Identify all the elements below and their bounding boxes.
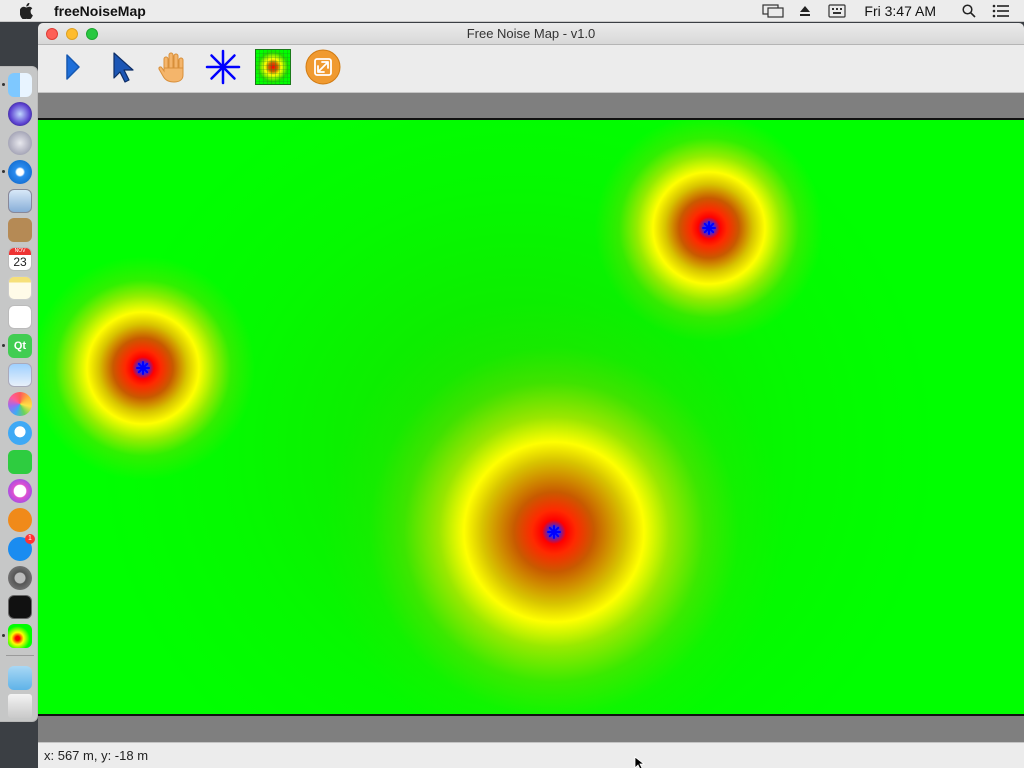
window-title: Free Noise Map - v1.0 bbox=[466, 26, 596, 41]
noise-grid-button[interactable] bbox=[254, 48, 292, 90]
dock-running-indicator bbox=[2, 170, 5, 173]
eject-icon[interactable] bbox=[792, 0, 818, 22]
run-button[interactable] bbox=[54, 50, 92, 88]
pan-tool-button[interactable] bbox=[154, 50, 192, 88]
messages-icon[interactable] bbox=[8, 421, 32, 445]
add-noise-source-button[interactable] bbox=[204, 49, 242, 90]
run-icon bbox=[62, 53, 84, 86]
dock: NOV 23 Qt 1 bbox=[0, 66, 38, 722]
dock-running-indicator bbox=[2, 83, 5, 86]
noise-map-canvas[interactable] bbox=[38, 118, 1024, 716]
dock-running-indicator bbox=[2, 344, 5, 347]
window-titlebar[interactable]: Free Noise Map - v1.0 bbox=[38, 23, 1024, 45]
app-store-icon[interactable]: 1 bbox=[8, 534, 35, 561]
menubar-clock[interactable]: Fri 3:47 AM bbox=[864, 3, 936, 19]
calendar-icon[interactable]: NOV 23 bbox=[8, 247, 32, 271]
trash-icon[interactable] bbox=[8, 694, 32, 718]
keyboard-icon[interactable] bbox=[824, 0, 850, 22]
qt-creator-icon[interactable]: Qt bbox=[8, 334, 32, 358]
contacts-icon[interactable] bbox=[8, 218, 32, 242]
app-store-badge: 1 bbox=[25, 534, 35, 544]
grid-map-icon bbox=[255, 48, 291, 90]
calendar-month: NOV bbox=[9, 248, 31, 255]
system-preferences-icon[interactable] bbox=[8, 566, 32, 590]
cursor-coordinates: x: 567 m, y: -18 m bbox=[44, 748, 149, 763]
minimize-button[interactable] bbox=[66, 28, 78, 40]
safari-icon[interactable] bbox=[8, 160, 32, 184]
fit-to-view-button[interactable] bbox=[304, 49, 342, 90]
pan-hand-icon bbox=[157, 50, 189, 89]
mouse-cursor-icon bbox=[634, 756, 646, 768]
menubar-app-name[interactable]: freeNoiseMap bbox=[54, 2, 146, 19]
preview-icon[interactable] bbox=[8, 363, 32, 387]
itunes-icon[interactable] bbox=[8, 479, 32, 503]
select-arrow-icon bbox=[108, 50, 138, 89]
airplay-display-icon[interactable] bbox=[760, 0, 786, 22]
terminal-icon[interactable] bbox=[8, 595, 32, 619]
menu-bar: freeNoiseMap Fri 3:47 AM bbox=[0, 0, 1024, 22]
noise-source-1[interactable] bbox=[547, 525, 561, 539]
notification-list-icon[interactable] bbox=[988, 0, 1014, 22]
photos-icon[interactable] bbox=[8, 392, 32, 416]
notes-icon[interactable] bbox=[8, 276, 32, 300]
noise-source-icon bbox=[205, 49, 241, 90]
reminders-icon[interactable] bbox=[8, 305, 32, 329]
spotlight-search-icon[interactable] bbox=[956, 0, 982, 22]
dock-separator bbox=[6, 655, 34, 656]
select-tool-button[interactable] bbox=[104, 50, 142, 88]
noise-source-2[interactable] bbox=[136, 361, 150, 375]
maximize-button[interactable] bbox=[86, 28, 98, 40]
facetime-icon[interactable] bbox=[8, 450, 32, 474]
finder-icon[interactable] bbox=[8, 73, 32, 97]
toolbar bbox=[38, 45, 1024, 93]
freenoisemap-icon[interactable] bbox=[8, 624, 32, 648]
noise-source-3[interactable] bbox=[702, 221, 716, 235]
apple-icon[interactable] bbox=[18, 0, 36, 22]
downloads-folder-icon[interactable] bbox=[8, 666, 32, 690]
launchpad-icon[interactable] bbox=[8, 131, 32, 155]
siri-icon[interactable] bbox=[8, 102, 32, 126]
mail-stamp-icon[interactable] bbox=[8, 189, 32, 213]
status-bar: x: 567 m, y: -18 m bbox=[38, 742, 1024, 768]
fit-to-view-icon bbox=[305, 49, 341, 90]
calendar-day: 23 bbox=[13, 255, 27, 269]
app-window: Free Noise Map - v1.0 bbox=[38, 23, 1024, 768]
ibooks-icon[interactable] bbox=[8, 508, 32, 532]
dock-running-indicator bbox=[2, 634, 5, 637]
close-button[interactable] bbox=[46, 28, 58, 40]
